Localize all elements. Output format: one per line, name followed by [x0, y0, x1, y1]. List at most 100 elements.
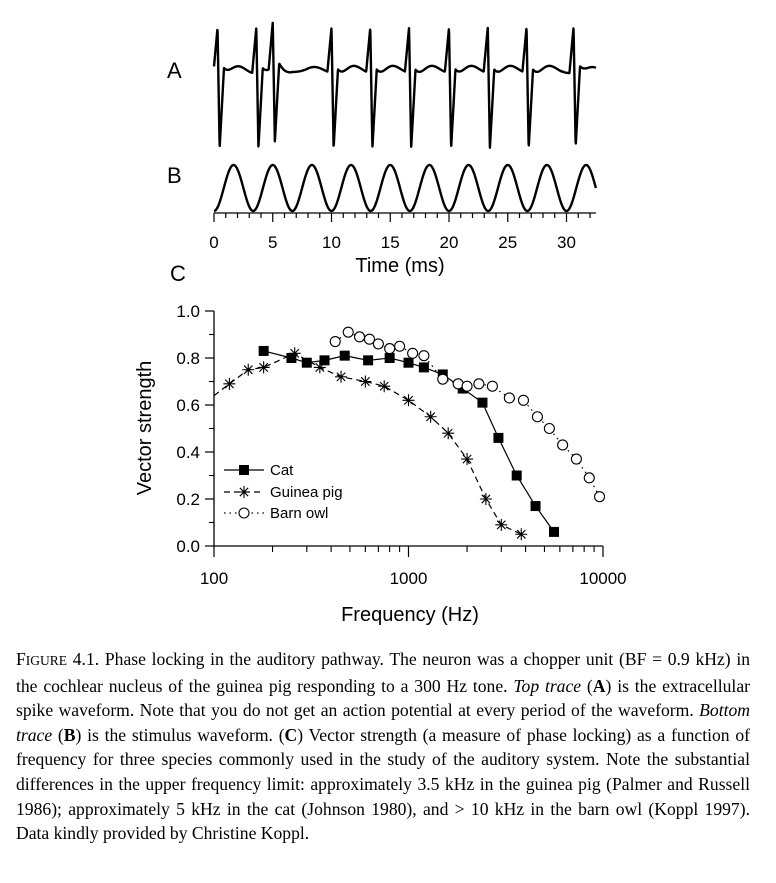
y-axis-tick-label: 0.2: [176, 490, 200, 509]
data-point-guinea-pig: [288, 347, 301, 360]
data-point-cat: [477, 397, 488, 408]
data-point-cat: [384, 353, 395, 363]
data-point-guinea-pig: [402, 394, 415, 407]
data-point-barn-owl: [517, 394, 530, 406]
legend-marker-barn-owl: [238, 507, 250, 519]
data-point-barn-owl: [503, 392, 515, 404]
time-axis-tick-label: 15: [381, 233, 400, 252]
time-axis-tick-label: 25: [498, 233, 517, 252]
data-point-cat: [549, 526, 560, 537]
y-axis-tick-label: 1.0: [176, 302, 200, 321]
caption-figure-number: 4.1.: [67, 649, 105, 669]
data-point-guinea-pig: [461, 453, 474, 466]
data-point-barn-owl: [342, 326, 354, 338]
data-point-barn-owl: [557, 439, 569, 451]
y-axis-tick-label: 0.6: [176, 396, 200, 415]
legend-label-barn-owl: Barn owl: [270, 505, 328, 522]
chart-legend: Cat Guinea pig Barn owl: [224, 462, 343, 522]
data-point-barn-owl: [543, 422, 555, 435]
data-point-cat: [511, 470, 522, 481]
data-point-barn-owl: [570, 453, 582, 465]
legend-label-cat: Cat: [270, 462, 294, 479]
data-point-barn-owl: [372, 338, 384, 350]
data-point-cat: [363, 355, 374, 366]
data-point-barn-owl: [418, 350, 430, 362]
time-axis-tick-label: 0: [209, 233, 218, 252]
data-point-cat: [286, 353, 297, 363]
caption-text: ) is the extracellular spike waveform. N…: [16, 675, 750, 721]
data-point-cat: [493, 432, 504, 443]
panel-label-a: A: [167, 58, 182, 83]
data-point-barn-owl: [394, 340, 406, 352]
legend-marker-cat: [239, 465, 249, 475]
data-point-barn-owl: [461, 380, 473, 392]
spike-waveform-trace: [212, 21, 597, 149]
data-point-guinea-pig: [313, 361, 326, 374]
time-axis: 0 5 10 15 20 25 30: [209, 212, 596, 252]
figure-4-1: A B 0 5 10 15 20 25 30 Time (ms) C 0.00.20.40.…: [134, 21, 627, 626]
time-axis-tick-label: 5: [268, 233, 277, 252]
x-axis-tick-label: 10000: [579, 569, 626, 588]
data-point-barn-owl: [486, 380, 498, 392]
y-axis-tick-label: 0.0: [176, 537, 200, 556]
data-point-guinea-pig: [515, 528, 528, 541]
panel-label-b: B: [167, 163, 182, 188]
data-point-cat: [403, 357, 414, 368]
figure-caption: FIGURE 4.1. Phase locking in the auditor…: [16, 647, 750, 846]
caption-label-b: B: [63, 724, 76, 745]
data-point-cat: [339, 350, 350, 361]
caption-text: (: [581, 675, 593, 696]
series-barn-owl: [329, 326, 606, 503]
data-point-barn-owl: [594, 491, 606, 503]
vector-strength-chart: 0.0 0.2 0.4 0.6 0.8 1.0 100 1000 10000: [176, 302, 626, 588]
x-axis-title: Frequency (Hz): [341, 604, 479, 626]
time-axis-tick-label: 30: [557, 233, 576, 252]
caption-label-a: A: [592, 675, 606, 696]
caption-text: Phase locking in the auditory pathway. T…: [16, 649, 751, 696]
data-point-cat: [301, 357, 312, 368]
series-line-barn-owl: [334, 331, 601, 497]
caption-label-c: C: [284, 724, 298, 745]
stimulus-waveform-trace: [213, 163, 598, 213]
time-axis-title: Time (ms): [355, 255, 444, 277]
data-point-barn-owl: [384, 343, 396, 355]
data-point-guinea-pig: [257, 361, 270, 374]
panel-label-c: C: [170, 261, 186, 286]
data-point-barn-owl: [407, 347, 419, 359]
data-point-barn-owl: [531, 411, 543, 423]
data-point-guinea-pig: [242, 363, 255, 376]
data-point-guinea-pig: [335, 370, 348, 383]
data-point-guinea-pig: [424, 410, 437, 423]
data-point-guinea-pig: [223, 377, 236, 390]
data-point-cat: [530, 501, 541, 512]
series-guinea-pig: [213, 347, 528, 541]
data-point-barn-owl: [329, 335, 341, 348]
caption-figure-label: IGURE: [25, 653, 68, 668]
data-point-cat: [319, 355, 330, 366]
data-point-guinea-pig: [378, 380, 391, 393]
time-axis-tick-label: 10: [322, 233, 341, 252]
series-line-cat: [263, 350, 555, 533]
caption-text: ) Vector strength (a measure of phase lo…: [16, 724, 750, 844]
caption-top-trace: Top trace: [513, 675, 582, 696]
data-point-barn-owl: [363, 333, 376, 345]
legend-marker-guinea-pig: [238, 486, 250, 498]
data-point-cat: [258, 345, 269, 356]
caption-text: (: [52, 724, 64, 745]
data-point-guinea-pig: [495, 518, 508, 531]
caption-text: ) is the stimulus waveform. (: [75, 724, 285, 745]
caption-bottom-trace: Bottom trace: [16, 700, 750, 745]
data-point-barn-owl: [437, 373, 449, 385]
caption-figure-label-initial: F: [16, 649, 26, 669]
data-point-cat: [418, 362, 429, 373]
y-axis-tick-label: 0.4: [176, 443, 200, 462]
data-point-barn-owl: [353, 331, 366, 343]
x-axis-tick-label: 1000: [390, 569, 428, 588]
data-point-guinea-pig: [479, 493, 492, 505]
data-point-barn-owl: [473, 378, 485, 390]
data-point-guinea-pig: [359, 375, 372, 388]
data-point-guinea-pig: [442, 427, 455, 440]
x-axis-tick-label: 100: [200, 569, 228, 588]
series-line-guinea-pig: [213, 352, 522, 535]
legend-label-guinea-pig: Guinea pig: [270, 484, 343, 501]
